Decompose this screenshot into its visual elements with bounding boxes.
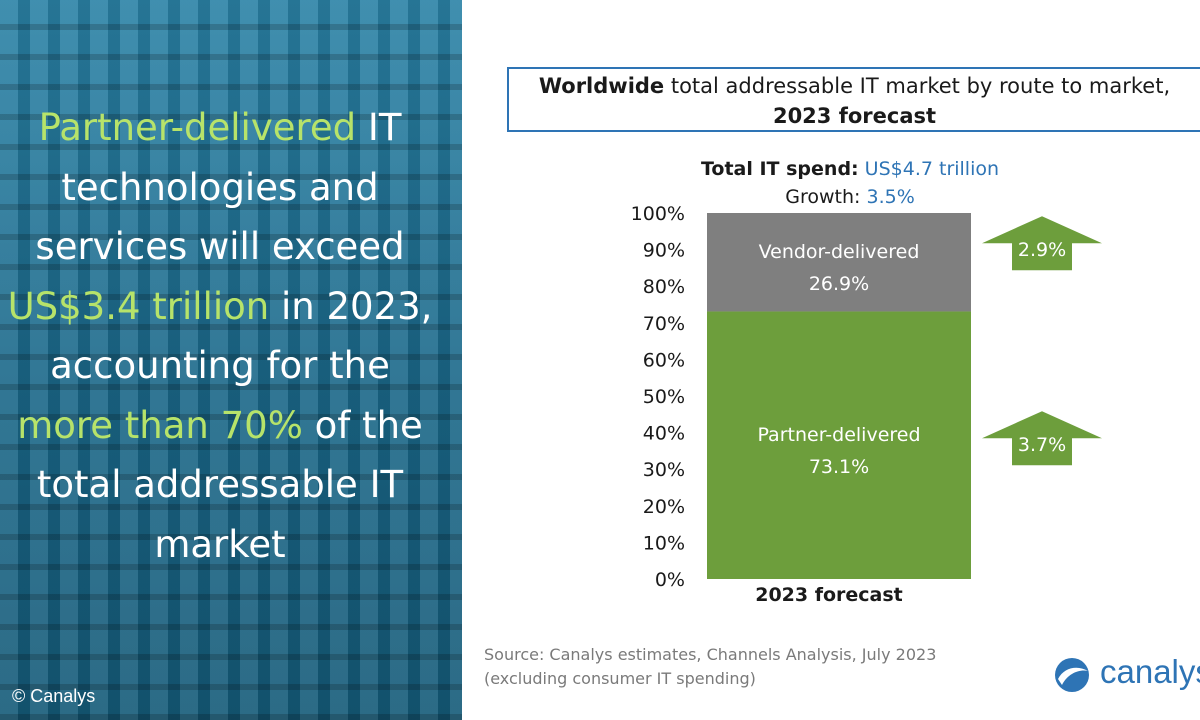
y-tick-label: 30%	[643, 459, 685, 481]
logo-icon	[1055, 658, 1089, 692]
growth: Growth: 3.5%	[620, 186, 1080, 208]
headline-highlight-amount: US$3.4 trillion	[7, 284, 270, 328]
title-text: total addressable IT market by route to …	[664, 74, 1171, 98]
growth-arrow-icon	[982, 216, 1102, 271]
total-spend: Total IT spend: US$4.7 trillion	[620, 158, 1080, 180]
spend-value: US$4.7 trillion	[858, 158, 1000, 180]
left-panel: Partner-delivered IT technologies and se…	[0, 0, 462, 720]
copyright: © Canalys	[12, 686, 96, 706]
growth-label: 2.9%	[1018, 239, 1066, 261]
canalys-logo: canalys	[1052, 655, 1200, 695]
source-line: Source: Canalys estimates, Channels Anal…	[484, 645, 937, 664]
growth-value: 3.5%	[860, 186, 915, 208]
y-tick-label: 40%	[643, 423, 685, 445]
growth-label: 3.7%	[1018, 434, 1066, 456]
headline-text: of the total addressable IT market	[36, 403, 423, 566]
y-tick-label: 20%	[643, 496, 685, 518]
y-tick-label: 60%	[643, 349, 685, 371]
y-tick-label: 80%	[643, 276, 685, 298]
spend-label: Total IT spend:	[700, 158, 859, 180]
source-note: Source: Canalys estimates, Channels Anal…	[484, 643, 936, 691]
y-tick-label: 0%	[655, 569, 685, 591]
segment-value-label: 73.1%	[809, 456, 869, 478]
title-bold: Worldwide	[538, 74, 665, 98]
headline: Partner-delivered IT technologies and se…	[0, 98, 440, 574]
segment-name-label: Partner-delivered	[757, 424, 920, 446]
title-bold: 2023 forecast	[772, 104, 937, 128]
headline-highlight-partner: Partner-delivered	[38, 106, 357, 149]
bar-segment	[707, 213, 971, 312]
headline-text: in 2023, accounting for the	[50, 284, 433, 388]
source-line: (excluding consumer IT spending)	[484, 669, 756, 688]
y-tick-label: 50%	[643, 386, 685, 408]
segment-value-label: 26.9%	[809, 273, 869, 295]
chart-title: Worldwide total addressable IT market by…	[507, 67, 1200, 132]
headline-text: IT technologies and services will exceed	[35, 106, 405, 268]
y-tick-label: 100%	[631, 203, 685, 225]
y-tick-label: 10%	[643, 532, 685, 554]
y-tick-label: 70%	[643, 313, 685, 335]
y-tick-label: 90%	[643, 240, 685, 262]
growth-label: Growth:	[785, 186, 861, 208]
bar-segment	[707, 311, 971, 579]
segment-name-label: Vendor-delivered	[759, 241, 920, 263]
logo-text: canalys	[1100, 655, 1200, 690]
growth-arrow-icon	[982, 411, 1102, 466]
x-category-label: 2023 forecast	[755, 584, 903, 606]
headline-highlight-share: more than 70%	[17, 403, 303, 447]
